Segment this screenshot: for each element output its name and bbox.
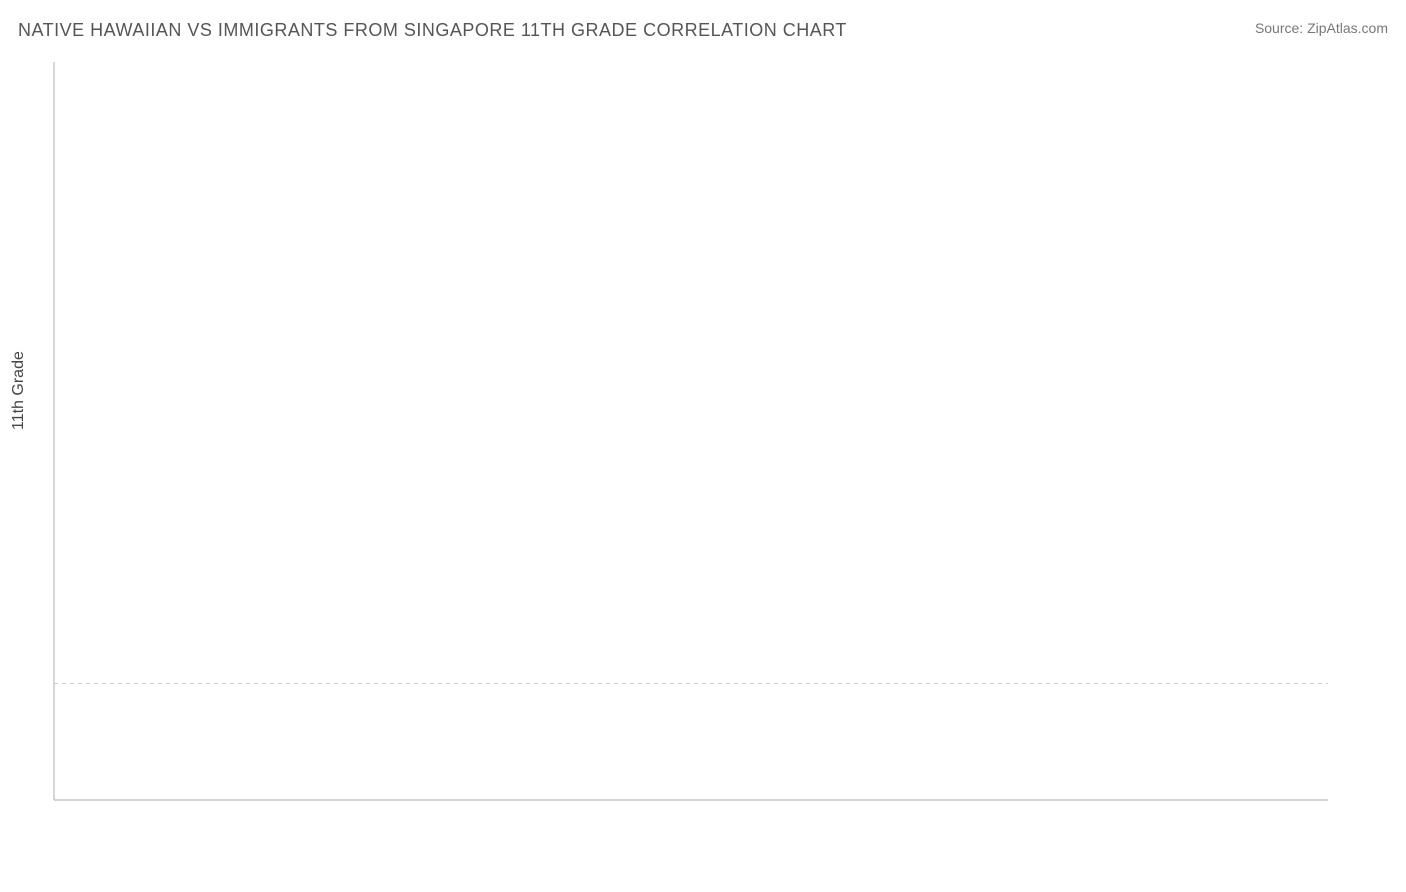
source-link[interactable]: ZipAtlas.com — [1307, 20, 1388, 36]
scatter-chart — [48, 56, 1388, 826]
y-axis-label: 11th Grade — [10, 351, 28, 430]
source-prefix: Source: — [1255, 20, 1307, 36]
plot-svg — [48, 56, 1388, 826]
source-credit: Source: ZipAtlas.com — [1255, 20, 1388, 36]
chart-title: NATIVE HAWAIIAN VS IMMIGRANTS FROM SINGA… — [18, 20, 847, 41]
